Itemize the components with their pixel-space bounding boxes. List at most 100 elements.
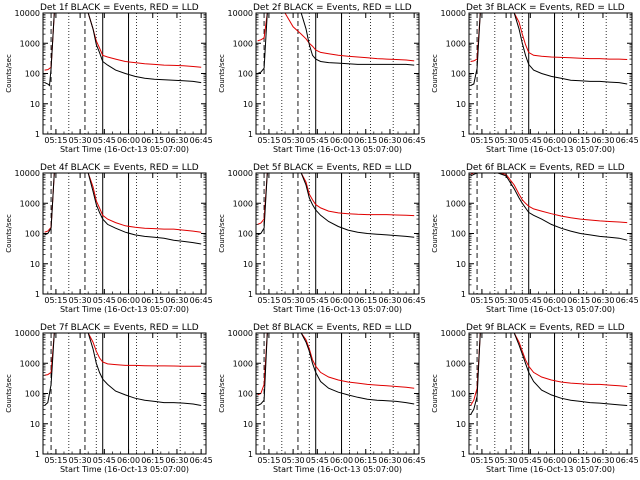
detector-panel-2f: Det 2f BLACK = Events, RED = LLD Counts/s… [218, 3, 426, 154]
x-tick-label: 06:30 [591, 136, 614, 145]
plot-frame [255, 172, 420, 295]
series-line-lld [470, 13, 628, 62]
y-tick-label: 1 [461, 290, 466, 299]
y-tick-label: 10000 [15, 329, 40, 338]
y-tick-label: 10000 [15, 169, 40, 178]
x-tick-label: 06:30 [165, 456, 188, 465]
series-line-lld [257, 13, 415, 62]
x-tick-label: 06:15 [141, 296, 164, 305]
x-tick-label: 05:30 [69, 456, 92, 465]
x-tick-label: 06:45 [403, 296, 426, 305]
x-axis-label: Start Time (16-Oct-13 05:07:00) [486, 145, 615, 154]
x-tick-label: 06:45 [403, 136, 426, 145]
x-tick-label: 05:15 [44, 296, 67, 305]
panel-title: Det 7f BLACK = Events, RED = LLD [40, 323, 199, 333]
x-tick-label: 06:00 [543, 296, 566, 305]
detector-panel-9f: Det 9f BLACK = Events, RED = LLD Counts/s… [431, 323, 639, 474]
x-axis-label: Start Time (16-Oct-13 05:07:00) [486, 305, 615, 314]
x-tick-label: 06:00 [330, 136, 353, 145]
series-line-lld [470, 173, 628, 224]
series-line-events [470, 333, 628, 415]
panel-title: Det 4f BLACK = Events, RED = LLD [40, 163, 199, 173]
y-tick-label: 100 [451, 390, 466, 399]
x-tick-label: 05:45 [519, 296, 542, 305]
x-tick-label: 05:30 [495, 136, 518, 145]
x-tick-label: 05:15 [44, 136, 67, 145]
plot-frame [468, 332, 633, 455]
detector-panel-3f: Det 3f BLACK = Events, RED = LLD Counts/s… [431, 3, 639, 154]
x-tick-label: 06:45 [190, 456, 213, 465]
x-tick-label: 06:15 [354, 296, 377, 305]
x-tick-label: 05:30 [282, 456, 305, 465]
series-line-events [44, 173, 202, 245]
y-tick-label: 1000 [233, 199, 253, 208]
plot-frame [468, 12, 633, 135]
x-tick-label: 05:30 [495, 456, 518, 465]
y-tick-label: 10 [456, 420, 466, 429]
x-tick-label: 05:30 [69, 296, 92, 305]
x-tick-label: 05:30 [282, 136, 305, 145]
x-tick-label: 06:15 [567, 296, 590, 305]
x-tick-label: 05:30 [495, 296, 518, 305]
x-tick-label: 05:30 [282, 296, 305, 305]
x-tick-label: 05:15 [470, 296, 493, 305]
y-tick-label: 10 [456, 260, 466, 269]
x-tick-label: 06:00 [330, 456, 353, 465]
panel-title: Det 6f BLACK = Events, RED = LLD [466, 163, 625, 173]
y-axis-label: Counts/sec [5, 374, 13, 413]
y-tick-label: 10000 [228, 9, 253, 18]
y-tick-label: 1000 [233, 359, 253, 368]
x-tick-label: 06:30 [378, 456, 401, 465]
series-line-lld [44, 173, 202, 233]
x-tick-label: 05:45 [306, 456, 329, 465]
x-tick-label: 06:45 [190, 136, 213, 145]
x-tick-label: 06:30 [378, 136, 401, 145]
x-tick-label: 05:45 [93, 136, 116, 145]
series-line-events [257, 173, 415, 238]
y-tick-label: 10000 [441, 169, 466, 178]
series-line-lld [44, 13, 202, 71]
x-tick-label: 05:15 [257, 136, 280, 145]
y-tick-label: 1 [248, 290, 253, 299]
plot-frame [255, 332, 420, 455]
x-tick-label: 05:15 [470, 456, 493, 465]
x-tick-label: 05:45 [93, 296, 116, 305]
x-axis-label: Start Time (16-Oct-13 05:07:00) [60, 305, 189, 314]
y-tick-label: 1000 [446, 199, 466, 208]
y-tick-label: 1000 [20, 199, 40, 208]
x-tick-label: 06:45 [190, 296, 213, 305]
y-tick-label: 10000 [441, 9, 466, 18]
y-tick-label: 10 [456, 100, 466, 109]
x-tick-label: 06:15 [354, 136, 377, 145]
y-tick-label: 100 [25, 70, 40, 79]
series-line-lld [257, 173, 415, 225]
detector-panel-5f: Det 5f BLACK = Events, RED = LLD Counts/s… [218, 163, 426, 314]
y-tick-label: 10 [30, 100, 40, 109]
y-axis-label: Counts/sec [431, 214, 439, 253]
y-tick-label: 100 [451, 70, 466, 79]
y-tick-label: 10 [30, 420, 40, 429]
x-tick-label: 05:45 [306, 136, 329, 145]
x-tick-label: 06:30 [165, 296, 188, 305]
panel-title: Det 3f BLACK = Events, RED = LLD [466, 3, 625, 13]
y-tick-label: 10 [30, 260, 40, 269]
x-tick-label: 05:30 [69, 136, 92, 145]
x-axis-label: Start Time (16-Oct-13 05:07:00) [273, 145, 402, 154]
series-line-events [44, 13, 202, 87]
x-tick-label: 06:00 [543, 456, 566, 465]
x-tick-label: 06:15 [354, 456, 377, 465]
x-tick-label: 06:45 [616, 456, 639, 465]
panel-title: Det 5f BLACK = Events, RED = LLD [253, 163, 412, 173]
y-tick-label: 100 [238, 70, 253, 79]
x-tick-label: 06:45 [616, 296, 639, 305]
y-tick-label: 10 [243, 100, 253, 109]
y-tick-label: 100 [451, 230, 466, 239]
series-line-events [257, 333, 415, 406]
x-tick-label: 05:45 [519, 456, 542, 465]
y-tick-label: 1 [35, 450, 40, 459]
y-tick-label: 100 [238, 230, 253, 239]
x-tick-label: 05:15 [44, 456, 67, 465]
x-tick-label: 06:15 [567, 136, 590, 145]
x-tick-label: 06:15 [141, 136, 164, 145]
